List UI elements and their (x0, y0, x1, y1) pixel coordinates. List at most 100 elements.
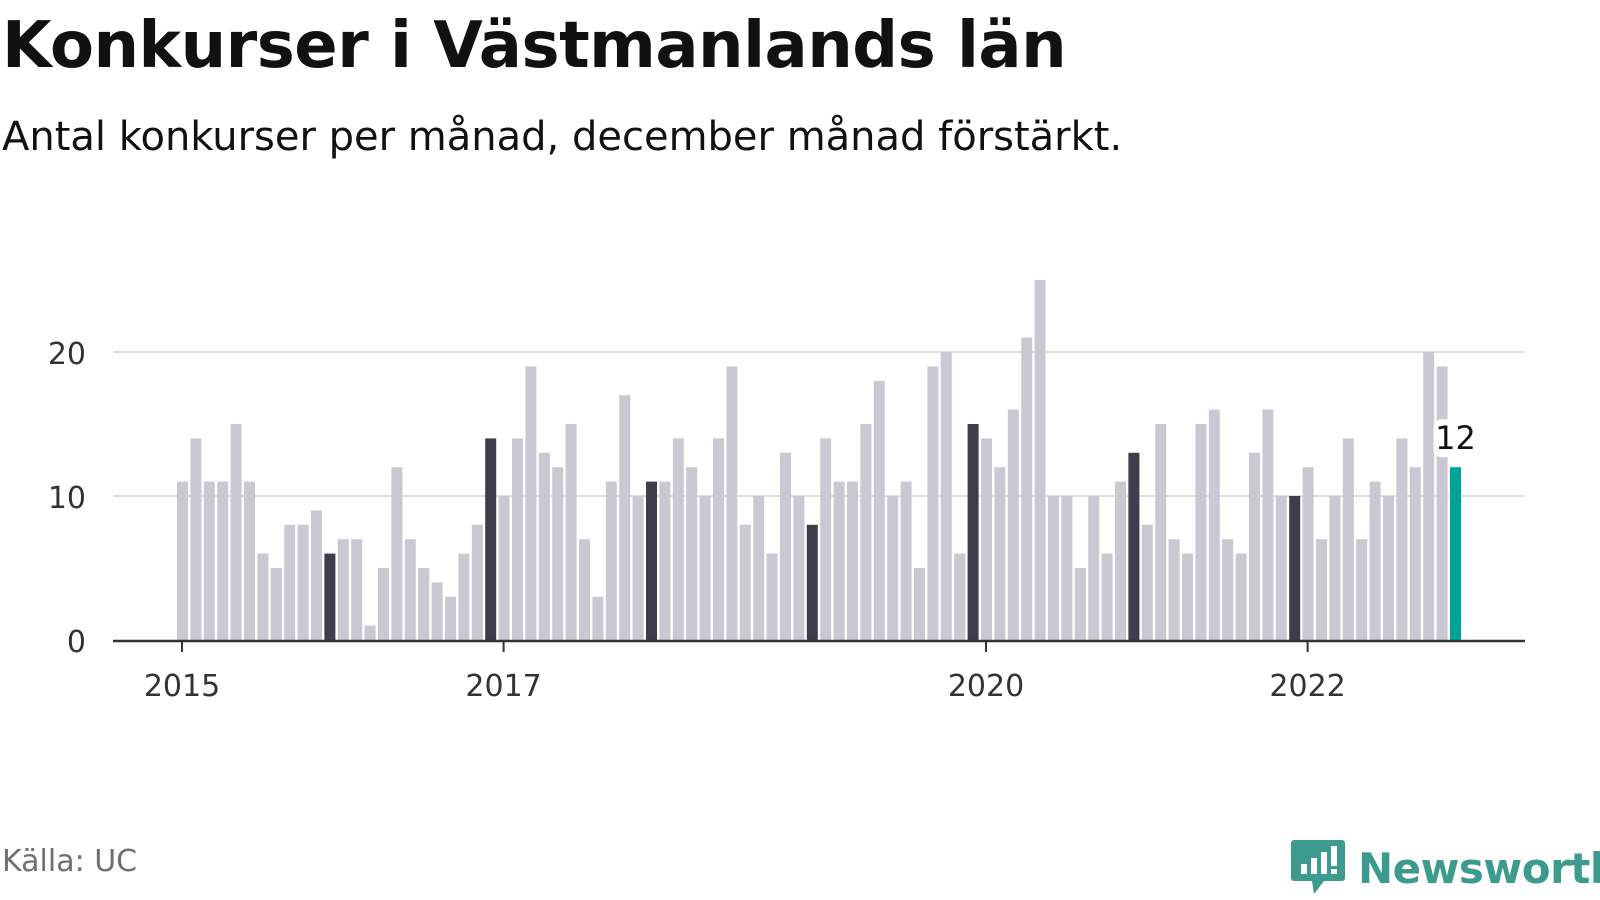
y-tick-label: 20 (48, 337, 86, 372)
newsworthy-chart-bubble-icon (1291, 840, 1345, 894)
bar-2022-06 (1369, 481, 1381, 640)
x-tick-label: 2017 (465, 669, 541, 704)
y-tick-label: 10 (48, 481, 86, 516)
bar-2019-03 (847, 481, 858, 640)
bar-2018-11 (793, 496, 805, 640)
bar-2019-01 (820, 438, 832, 640)
bar-2018-04 (699, 496, 711, 640)
bar-2017-05 (552, 467, 564, 640)
bar-2015-07 (257, 553, 269, 640)
bar-2020-10 (1101, 553, 1113, 640)
bar-2022-05 (1356, 539, 1368, 640)
bar-2015-06 (244, 481, 255, 640)
y-tick-label: 0 (67, 625, 86, 660)
bar-2022-04 (1342, 438, 1354, 640)
bar-2015-11 (311, 510, 322, 640)
bar-2020-02 (994, 467, 1006, 640)
bar-2021-03 (1168, 539, 1180, 640)
bar-2022-10 (1423, 352, 1435, 640)
bar-2016-06 (404, 539, 416, 640)
bars (177, 280, 1461, 640)
bar-2019-11 (954, 553, 966, 640)
bar-2021-08 (1235, 553, 1247, 640)
bar-2015-05 (230, 424, 242, 640)
bar-2016-08 (431, 582, 443, 640)
bar-2018-02 (672, 438, 684, 640)
x-tick-label: 2022 (1269, 669, 1345, 704)
bar-2016-02 (351, 539, 363, 640)
bar-2021-12 (1289, 496, 1301, 640)
bar-2016-10 (458, 553, 470, 640)
bar-2015-03 (203, 481, 215, 640)
bar-2021-05 (1195, 424, 1207, 640)
chart-subtitle: Antal konkurser per månad, december måna… (2, 114, 1123, 160)
bar-2015-02 (190, 438, 202, 640)
source-note: Källa: UC (2, 844, 138, 879)
bar-2016-12 (485, 438, 497, 640)
bar-2019-05 (873, 380, 885, 640)
bar-2022-08 (1396, 438, 1408, 640)
bar-2019-09 (927, 366, 939, 640)
bar-2018-03 (686, 467, 698, 640)
bar-2021-02 (1155, 424, 1167, 640)
labels: 0 10 20 2015 2017 2020 2022 12 (48, 337, 1478, 704)
bar-2018-07 (739, 524, 751, 640)
bar-2020-03 (1007, 409, 1019, 640)
bar-2017-09 (605, 481, 617, 640)
bar-2019-02 (833, 481, 845, 640)
bar-2021-06 (1208, 409, 1220, 640)
bar-2017-11 (632, 496, 644, 640)
bar-2022-11 (1436, 366, 1448, 640)
bar-2022-07 (1383, 496, 1394, 640)
bar-2021-09 (1249, 452, 1260, 640)
bar-2020-07 (1061, 496, 1073, 640)
bar-2022-03 (1329, 496, 1341, 640)
bar-2018-10 (780, 452, 791, 640)
bar-2021-11 (1275, 496, 1287, 640)
chart-title: Konkurser i Västmanlands län (2, 9, 1067, 83)
bar-2020-05 (1034, 280, 1046, 640)
bar-2015-09 (284, 524, 296, 640)
bar-2016-03 (364, 625, 376, 640)
bar-2017-02 (512, 438, 523, 640)
bar-2017-04 (538, 452, 550, 640)
bar-2017-07 (579, 539, 590, 640)
annotation-bg (1433, 419, 1478, 458)
bar-2022-02 (1316, 539, 1327, 640)
bar-2016-05 (391, 467, 403, 640)
bar-2017-06 (565, 424, 577, 640)
bar-2020-11 (1115, 481, 1126, 640)
bar-2019-07 (900, 481, 912, 640)
bar-2017-01 (498, 496, 510, 640)
bar-2015-01 (177, 481, 188, 640)
bar-2022-12 (1450, 467, 1461, 640)
bar-2019-06 (887, 496, 899, 640)
bar-2020-01 (981, 438, 992, 640)
bar-2019-10 (940, 352, 952, 640)
bar-2016-11 (471, 524, 483, 640)
latest-value-label: 12 (1435, 419, 1476, 457)
bar-2018-12 (806, 524, 818, 640)
bar-2019-08 (914, 568, 925, 640)
bar-2021-07 (1222, 539, 1234, 640)
bar-2016-01 (337, 539, 349, 640)
bar-2016-07 (418, 568, 430, 640)
x-tick-label: 2020 (948, 669, 1024, 704)
bar-2020-04 (1021, 337, 1033, 640)
bar-2018-08 (753, 496, 765, 640)
bar-2015-12 (324, 553, 336, 640)
bar-2016-04 (378, 568, 389, 640)
bar-2018-05 (713, 438, 724, 640)
bar-2017-12 (646, 481, 657, 640)
bar-2019-12 (967, 424, 979, 640)
bar-2018-01 (659, 481, 671, 640)
bar-2020-06 (1048, 496, 1059, 640)
bar-2020-09 (1088, 496, 1100, 640)
bar-2019-04 (860, 424, 872, 640)
bar-2018-06 (726, 366, 738, 640)
axes (113, 639, 1525, 652)
x-tick-label: 2015 (144, 669, 220, 704)
bar-2017-08 (592, 596, 604, 640)
bar-2015-08 (270, 568, 282, 640)
